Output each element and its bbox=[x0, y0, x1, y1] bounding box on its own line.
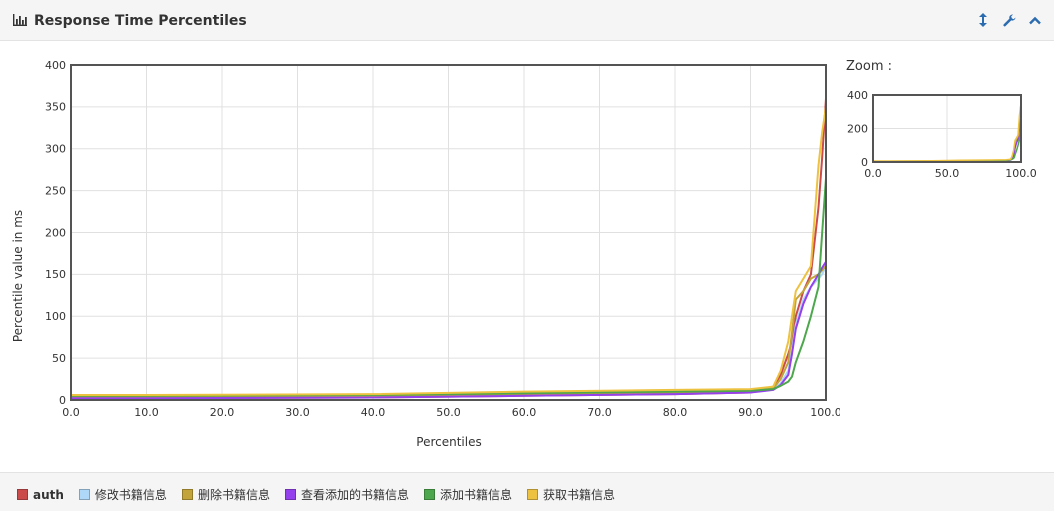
legend-swatch bbox=[526, 489, 538, 500]
x-tick-label: 20.0 bbox=[210, 406, 235, 419]
chart-legend: auth 修改书籍信息 删除书籍信息 查看添加的书籍信息 添加书籍信息 获取书籍信息 bbox=[0, 472, 1054, 511]
zoom-grid bbox=[873, 95, 1021, 162]
x-tick-label: 100.0 bbox=[1005, 167, 1037, 180]
y-tick-label: 400 bbox=[45, 59, 66, 72]
legend-swatch bbox=[181, 489, 193, 500]
legend-swatch bbox=[17, 489, 28, 500]
y-tick-label: 250 bbox=[45, 184, 66, 197]
x-axis-title: Percentiles bbox=[416, 435, 481, 449]
legend-label: 修改书籍信息 bbox=[94, 488, 167, 502]
legend-items: auth 修改书籍信息 删除书籍信息 查看添加的书籍信息 添加书籍信息 获取书籍信息 bbox=[17, 486, 615, 503]
x-tick-label: 30.0 bbox=[285, 406, 310, 419]
chevron-up-icon[interactable] bbox=[1028, 12, 1042, 28]
x-tick-label: 0.0 bbox=[864, 167, 882, 180]
y-tick-label: 50 bbox=[52, 352, 66, 365]
legend-label: auth bbox=[33, 487, 64, 502]
legend-swatch bbox=[78, 489, 90, 500]
zoom-border bbox=[872, 94, 1022, 163]
x-tick-label: 90.0 bbox=[738, 406, 763, 419]
series-line bbox=[71, 178, 827, 397]
y-tick-label: 200 bbox=[847, 122, 868, 135]
y-tick-labels: 0 50 100 150 200 250 300 350 400 bbox=[45, 59, 66, 407]
legend-label: 删除书籍信息 bbox=[197, 488, 270, 502]
zoom-label: Zoom : bbox=[846, 59, 892, 74]
x-tick-label: 10.0 bbox=[134, 406, 159, 419]
y-tick-label: 150 bbox=[45, 268, 66, 281]
y-tick-label: 100 bbox=[45, 310, 66, 323]
resize-vertical-icon[interactable] bbox=[976, 12, 990, 28]
chart-grid bbox=[71, 65, 826, 400]
legend-item[interactable]: 修改书籍信息 bbox=[78, 486, 167, 503]
legend-label: 添加书籍信息 bbox=[439, 488, 512, 502]
legend-item[interactable]: 查看添加的书籍信息 bbox=[284, 486, 409, 503]
panel-header: Response Time Percentiles bbox=[0, 0, 1054, 41]
y-tick-label: 200 bbox=[45, 226, 66, 239]
legend-item[interactable]: 获取书籍信息 bbox=[526, 486, 615, 503]
x-tick-label: 60.0 bbox=[512, 406, 537, 419]
series-line bbox=[71, 261, 827, 400]
legend-label: 查看添加的书籍信息 bbox=[300, 488, 409, 502]
series-line bbox=[71, 106, 827, 396]
wrench-icon[interactable] bbox=[1002, 12, 1016, 28]
legend-item[interactable]: auth bbox=[17, 488, 64, 502]
legend-label: 获取书籍信息 bbox=[542, 488, 615, 502]
x-tick-label: 70.0 bbox=[587, 406, 612, 419]
y-tick-label: 0 bbox=[861, 156, 868, 169]
y-axis-title: Percentile value in ms bbox=[11, 210, 25, 342]
legend-swatch bbox=[284, 489, 296, 500]
legend-item[interactable]: 删除书籍信息 bbox=[181, 486, 270, 503]
x-tick-label: 50.0 bbox=[935, 167, 960, 180]
y-tick-label: 0 bbox=[59, 394, 66, 407]
x-tick-label: 50.0 bbox=[436, 406, 461, 419]
chart-series bbox=[71, 98, 827, 400]
x-tick-label: 40.0 bbox=[361, 406, 386, 419]
x-tick-label: 0.0 bbox=[62, 406, 80, 419]
plot-border bbox=[70, 64, 827, 401]
x-tick-label: 80.0 bbox=[663, 406, 688, 419]
legend-swatch bbox=[423, 489, 435, 500]
y-tick-label: 400 bbox=[847, 89, 868, 102]
legend-item[interactable]: 添加书籍信息 bbox=[423, 486, 512, 503]
bar-chart-icon bbox=[13, 14, 27, 26]
y-tick-label: 300 bbox=[45, 143, 66, 156]
zoom-x-tick-labels: 0.0 50.0 100.0 bbox=[864, 167, 1037, 180]
x-tick-labels: 0.0 10.0 20.0 30.0 40.0 50.0 60.0 70.0 80.0 90.0 1… bbox=[62, 406, 840, 419]
panel-tools bbox=[976, 12, 1042, 28]
panel-title: Response Time Percentiles bbox=[34, 13, 247, 29]
zoom-y-tick-labels: 0 200 400 bbox=[847, 89, 868, 169]
zoom-chart[interactable]: 0.0 50.0 100.0 0 200 400 bbox=[840, 84, 1040, 184]
percentiles-chart: 0.0 10.0 20.0 30.0 40.0 50.0 60.0 70.0 80.0 90.0 1… bbox=[11, 59, 840, 449]
x-tick-label: 100.0 bbox=[810, 406, 840, 419]
series-line bbox=[873, 103, 1022, 162]
y-tick-label: 350 bbox=[45, 101, 66, 114]
